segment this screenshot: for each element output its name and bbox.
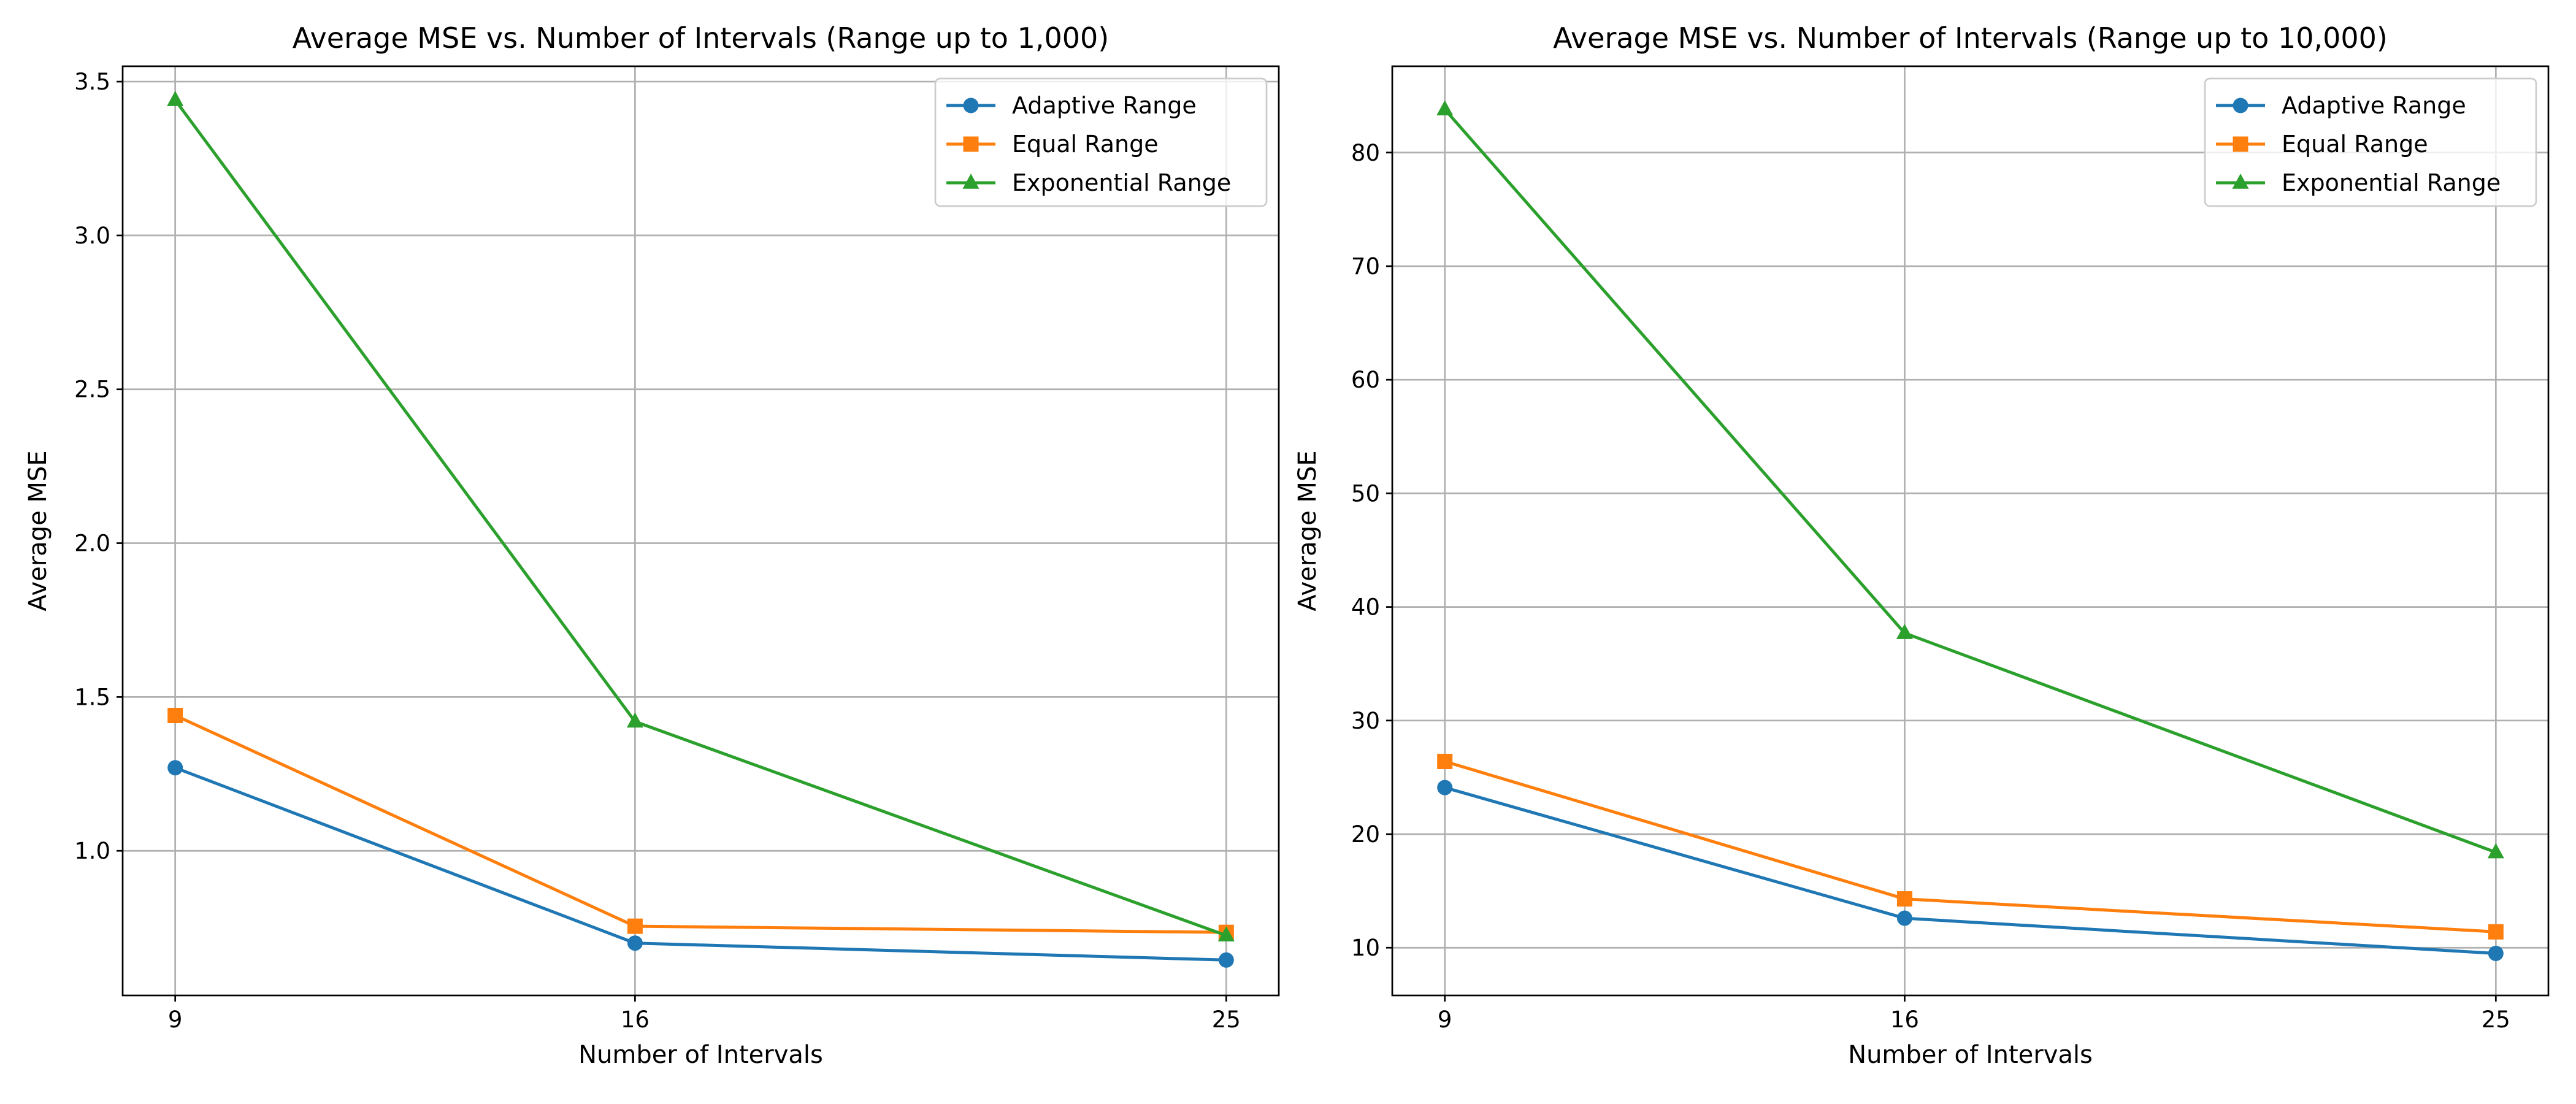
y-tick-label: 70: [1351, 253, 1380, 280]
y-tick-label: 3.5: [74, 69, 110, 95]
exponential-range-data-point: [1896, 624, 1913, 639]
adaptive-range-legend-marker: [963, 98, 979, 113]
adaptive-range-data-point: [1896, 910, 1912, 926]
y-tick-label: 3.0: [74, 223, 110, 249]
adaptive-range-data-point: [627, 935, 643, 951]
exponential-range-data-point: [1436, 100, 1454, 116]
y-tick-label: 2.5: [74, 377, 110, 403]
exponential-range-series-line: [1443, 108, 2497, 854]
exponential-range-data-point: [1217, 926, 1235, 941]
y-tick-label: 20: [1351, 821, 1380, 848]
y-tick-label: 30: [1351, 708, 1380, 734]
adaptive-range-data-point: [2488, 945, 2504, 961]
equal-range-legend-label: Equal Range: [2282, 131, 2428, 158]
y-tick-label: 50: [1351, 480, 1380, 507]
legend: Adaptive Range Equal Range Exponential Ran…: [2204, 77, 2537, 207]
adaptive-range-data-point: [1218, 952, 1234, 968]
x-tick-label: 25: [2482, 1006, 2510, 1033]
exponential-range-data-point: [626, 712, 643, 728]
y-tick-label: 40: [1351, 594, 1380, 621]
y-axis-label: Average MSE: [24, 450, 52, 611]
chart-panel-range-1000: 9 16 25 1.0 1.5 2.0 2.5 3.0 3.5 Average MSE vs. N…: [24, 21, 1280, 1069]
adaptive-range-legend-label: Adaptive Range: [1012, 92, 1197, 119]
y-tick-label: 1.5: [74, 684, 110, 710]
chart-title: Average MSE vs. Number of Intervals (Ran…: [1553, 21, 2388, 55]
exponential-range-legend-label: Exponential Range: [2282, 169, 2501, 196]
equal-range-legend-label: Equal Range: [1012, 131, 1159, 158]
equal-range-series-line: [174, 714, 1227, 934]
x-tick-label: 9: [168, 1006, 183, 1033]
chart-panel-range-10000: 9 16 25 10 20 30 40 50 60 70 80 Average MSE vs. Num…: [1294, 21, 2550, 1069]
equal-range-legend-marker: [963, 136, 979, 152]
x-tick-label: 16: [621, 1006, 650, 1033]
adaptive-range-data-point: [167, 760, 183, 776]
exponential-range-series-line: [174, 99, 1227, 937]
equal-range-data-point: [2488, 924, 2504, 940]
equal-range-data-point: [627, 918, 643, 934]
adaptive-range-legend-label: Adaptive Range: [2282, 92, 2466, 119]
plot-area-frame: [1391, 65, 2550, 997]
legend-frame: [2204, 77, 2537, 207]
equal-range-data-point: [167, 707, 183, 723]
equal-range-series-line: [1444, 760, 2496, 933]
exponential-range-data-point: [2487, 843, 2504, 859]
legend: Adaptive Range Equal Range Exponential Ran…: [934, 77, 1268, 207]
legend-frame: [934, 77, 1268, 207]
x-tick-label: 25: [1212, 1006, 1241, 1033]
exponential-range-legend-marker: [2232, 174, 2249, 189]
y-tick-label: 1.0: [74, 838, 110, 864]
adaptive-range-series-line: [1444, 786, 2496, 955]
equal-range-data-point: [1896, 891, 1912, 907]
y-tick-label: 60: [1351, 367, 1380, 393]
exponential-range-data-point: [167, 91, 184, 106]
equal-range-data-point: [1437, 753, 1453, 769]
y-tick-label: 2.0: [74, 531, 110, 557]
adaptive-range-legend-marker: [2233, 98, 2248, 113]
y-tick-label: 10: [1351, 935, 1380, 961]
y-tick-label: 80: [1351, 140, 1380, 166]
equal-range-legend-marker: [2233, 136, 2248, 152]
chart-title: Average MSE vs. Number of Intervals (Ran…: [293, 21, 1109, 55]
exponential-range-legend-label: Exponential Range: [1012, 169, 1231, 196]
x-tick-label: 9: [1438, 1006, 1452, 1033]
plot-area-frame: [121, 65, 1280, 997]
adaptive-range-data-point: [1437, 780, 1453, 795]
exponential-range-legend-marker: [962, 174, 979, 189]
y-axis-label: Average MSE: [1294, 450, 1322, 611]
x-axis-label: Number of Intervals: [1848, 1041, 2093, 1069]
x-axis-label: Number of Intervals: [578, 1041, 823, 1069]
x-tick-label: 16: [1890, 1006, 1919, 1033]
